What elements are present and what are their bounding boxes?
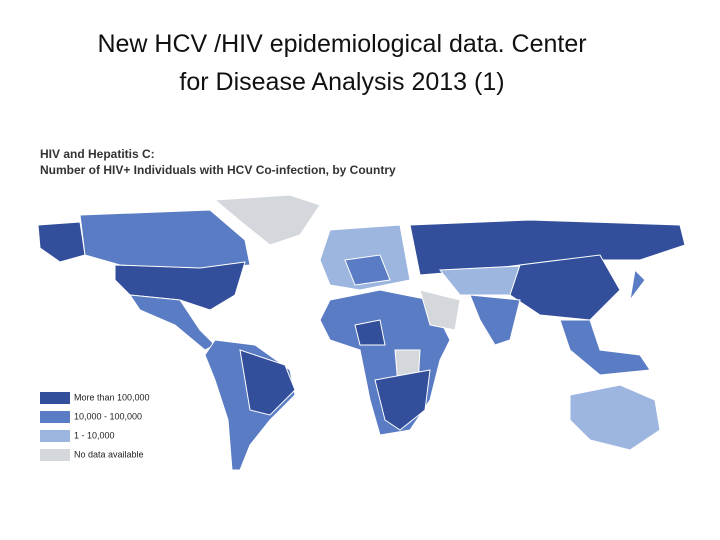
slide-title: New HCV /HIV epidemiological data. Cente… [97,30,586,58]
legend-swatch [40,411,70,423]
legend-swatch [40,392,70,404]
legend-label: 10,000 - 100,000 [74,411,142,421]
map-title: HIV and Hepatitis C: [40,147,155,161]
slide-title: for Disease Analysis 2013 (1) [179,68,504,96]
legend: More than 100,000 10,000 - 100,000 1 - 10,… [40,392,150,461]
map-subtitle: Number of HIV+ Individuals with HCV Co-i… [40,163,396,177]
legend-label: 1 - 10,000 [74,430,115,440]
legend-label: More than 100,000 [74,392,150,402]
legend-label: No data available [74,449,144,459]
legend-swatch [40,449,70,461]
world-map [37,194,686,471]
legend-swatch [40,430,70,442]
